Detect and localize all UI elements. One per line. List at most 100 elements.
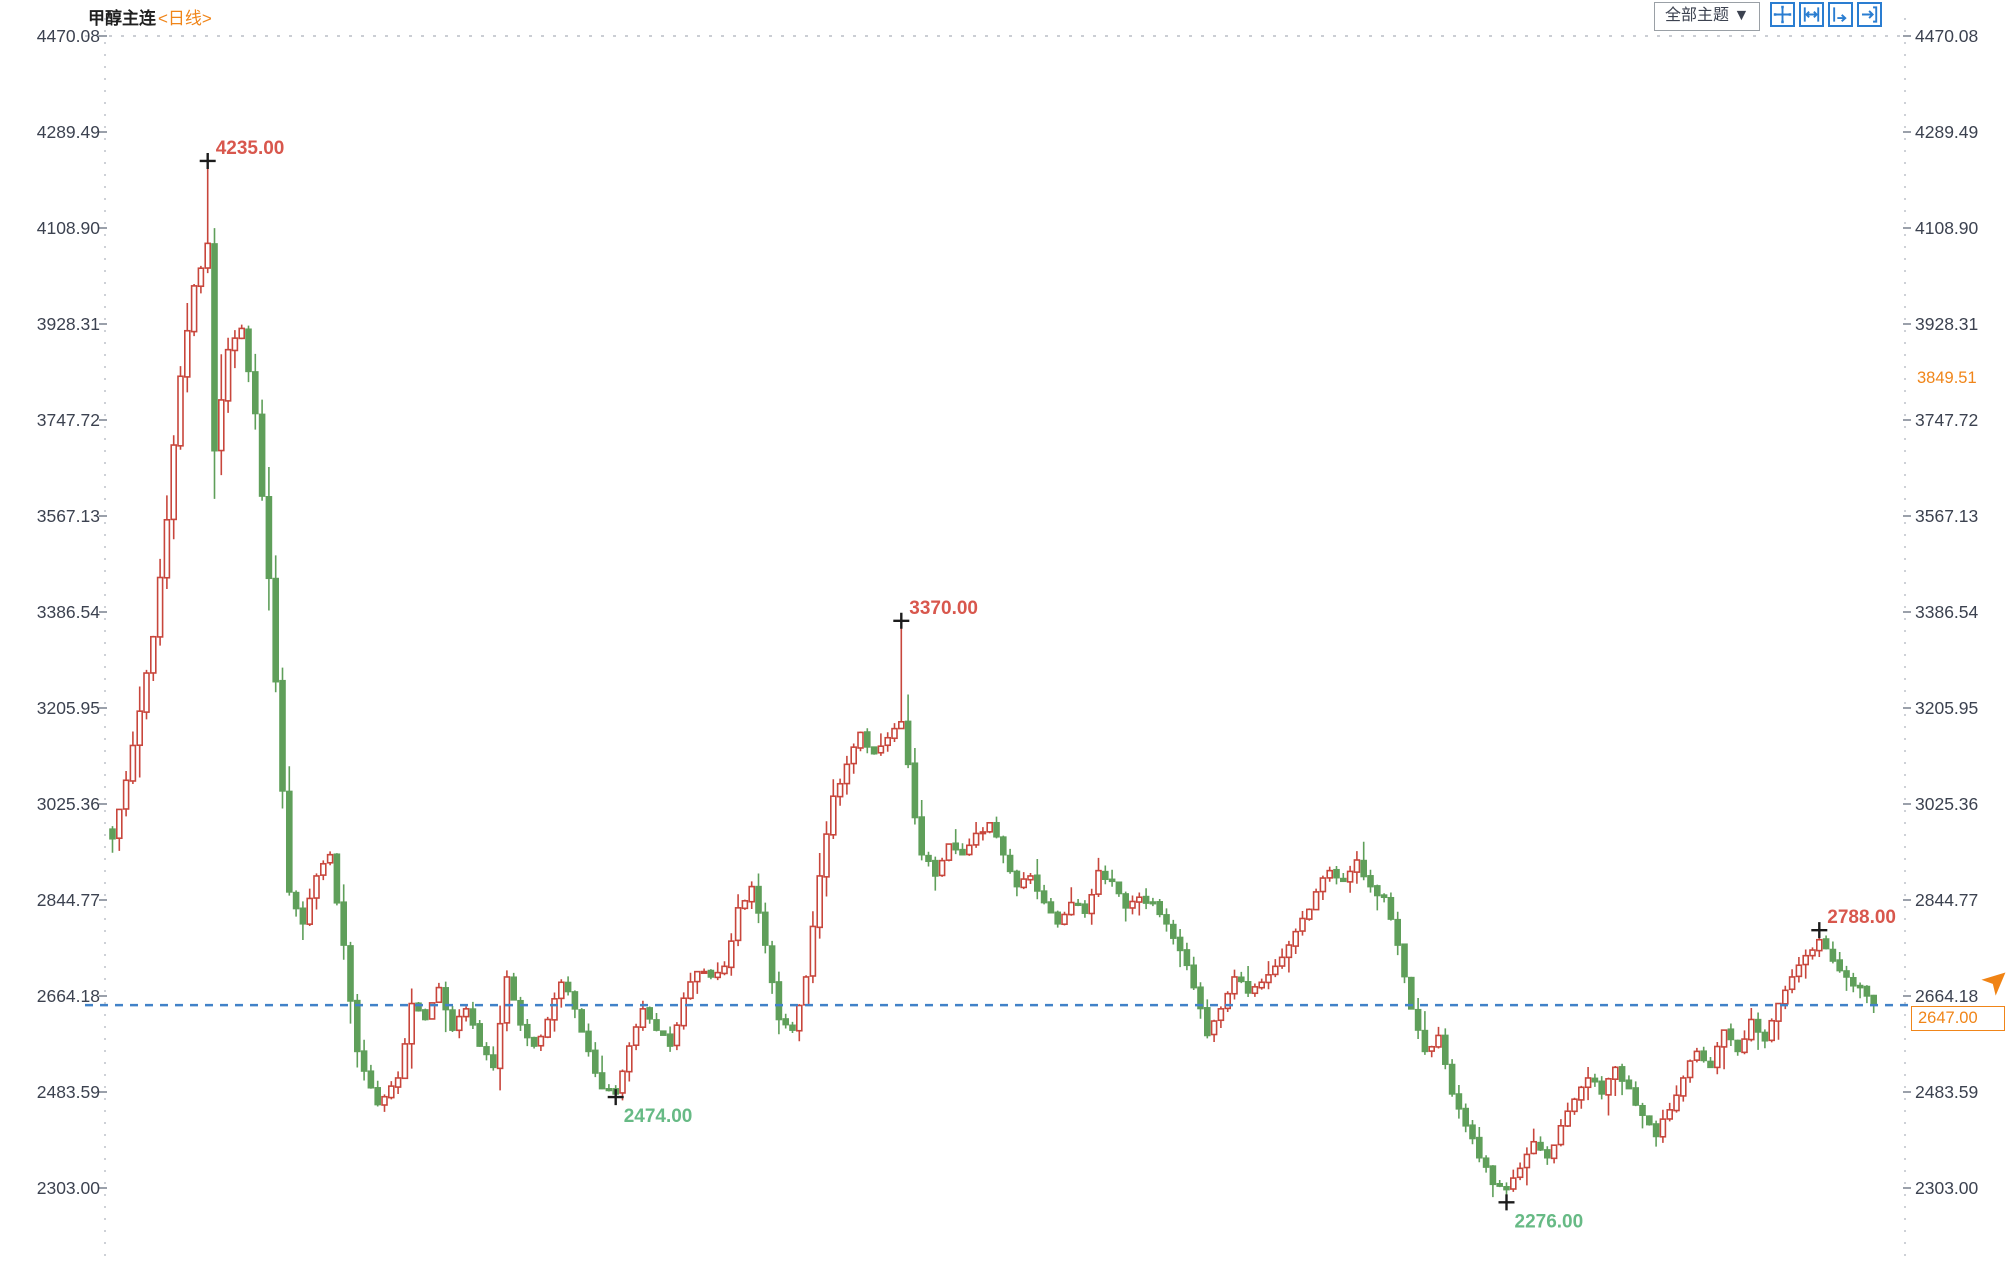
candle: [1666, 1102, 1673, 1122]
candle: [129, 731, 137, 785]
y-axis-tick-label: 4108.90: [1915, 218, 1979, 238]
candle: [1850, 972, 1857, 993]
pan-crosshair-icon[interactable]: [1770, 2, 1796, 27]
candle: [1360, 841, 1367, 881]
candle: [1074, 898, 1082, 907]
candle: [279, 667, 286, 809]
candle: [1136, 892, 1143, 916]
extreme-price-label: 2788.00: [1827, 907, 1896, 928]
candle: [1319, 875, 1327, 900]
candle: [211, 228, 218, 499]
y-axis-tick-label: 3567.13: [36, 506, 100, 526]
candle: [1204, 999, 1211, 1039]
candle: [653, 1012, 660, 1032]
theme-select-button[interactable]: 全部主题 ▼: [1654, 2, 1761, 31]
candle: [646, 1006, 654, 1024]
candle: [1020, 872, 1028, 890]
y-axis-tick-label: 4470.08: [36, 26, 100, 46]
candle: [850, 743, 858, 774]
candle: [836, 778, 844, 806]
candle: [632, 1023, 640, 1051]
candle: [1285, 940, 1293, 973]
candle: [1353, 851, 1361, 884]
jump-latest-icon[interactable]: [1857, 2, 1883, 27]
candle: [925, 851, 932, 867]
y-axis-tick-label: 2664.18: [36, 986, 100, 1006]
candle: [1374, 884, 1381, 911]
candle: [238, 324, 245, 340]
candle: [306, 888, 314, 926]
extreme-cross-marker: [1811, 922, 1828, 939]
candle: [931, 856, 939, 891]
candle: [1550, 1144, 1558, 1164]
candle: [1734, 1039, 1741, 1056]
candle: [184, 302, 191, 393]
candle: [333, 853, 341, 906]
fit-range-icon[interactable]: [1799, 2, 1825, 27]
candle: [1081, 900, 1089, 918]
candle: [1265, 961, 1272, 990]
candle: [1775, 1002, 1782, 1040]
candle: [1455, 1084, 1463, 1119]
candle: [1448, 1059, 1456, 1097]
chart-title: 甲醇主连 <日线>: [88, 4, 212, 29]
candle: [1210, 1019, 1218, 1043]
candle: [510, 972, 518, 1001]
candle: [1197, 982, 1204, 1019]
y-axis-tick-label: 3025.36: [1915, 794, 1979, 814]
y-axis-tick-label: 3567.13: [1915, 506, 1979, 526]
candle: [1768, 1018, 1775, 1043]
candle: [1829, 941, 1837, 964]
candle: [1741, 1030, 1748, 1055]
candle: [585, 1023, 592, 1057]
candle: [1537, 1136, 1544, 1151]
candle: [489, 1046, 497, 1071]
candle: [557, 979, 565, 1008]
candle: [1054, 910, 1061, 928]
y-axis-tick-label: 3928.31: [1915, 314, 1979, 334]
candle: [857, 731, 864, 752]
candle: [116, 808, 123, 851]
candle: [1340, 872, 1347, 883]
candle: [1312, 888, 1320, 911]
candle: [727, 933, 735, 976]
candle: [1686, 1059, 1694, 1083]
last-price-tag: 2647.00: [1911, 1006, 2005, 1032]
candle: [1802, 949, 1809, 979]
candle: [897, 620, 905, 730]
candle: [218, 354, 225, 476]
candle: [299, 901, 307, 941]
candle: [150, 635, 157, 682]
candle: [143, 669, 150, 720]
scroll-right-icon[interactable]: [1828, 2, 1854, 27]
candle: [1156, 898, 1163, 918]
candle: [163, 495, 171, 589]
candle: [1530, 1128, 1537, 1155]
candle: [1462, 1103, 1469, 1133]
candle: [1856, 982, 1864, 999]
y-axis-tick-label: 3928.31: [36, 314, 100, 334]
candle: [353, 994, 361, 1068]
candle: [1469, 1120, 1476, 1145]
candle: [829, 779, 837, 840]
candle: [639, 1000, 647, 1031]
candle: [1272, 959, 1279, 978]
candle: [823, 821, 830, 897]
candle: [517, 996, 524, 1031]
candle: [272, 555, 280, 693]
candle: [578, 1008, 586, 1033]
candle: [156, 558, 164, 646]
candle: [1571, 1097, 1578, 1115]
candle: [1591, 1073, 1599, 1087]
candle: [1442, 1028, 1449, 1070]
y-axis-tick-label: 3386.54: [1915, 602, 1979, 622]
candle: [1720, 1029, 1728, 1070]
candle: [1578, 1085, 1585, 1109]
candle: [1693, 1047, 1701, 1063]
candle: [1727, 1023, 1735, 1046]
candle: [1523, 1147, 1531, 1186]
candle: [1068, 887, 1075, 916]
candle: [564, 976, 572, 996]
